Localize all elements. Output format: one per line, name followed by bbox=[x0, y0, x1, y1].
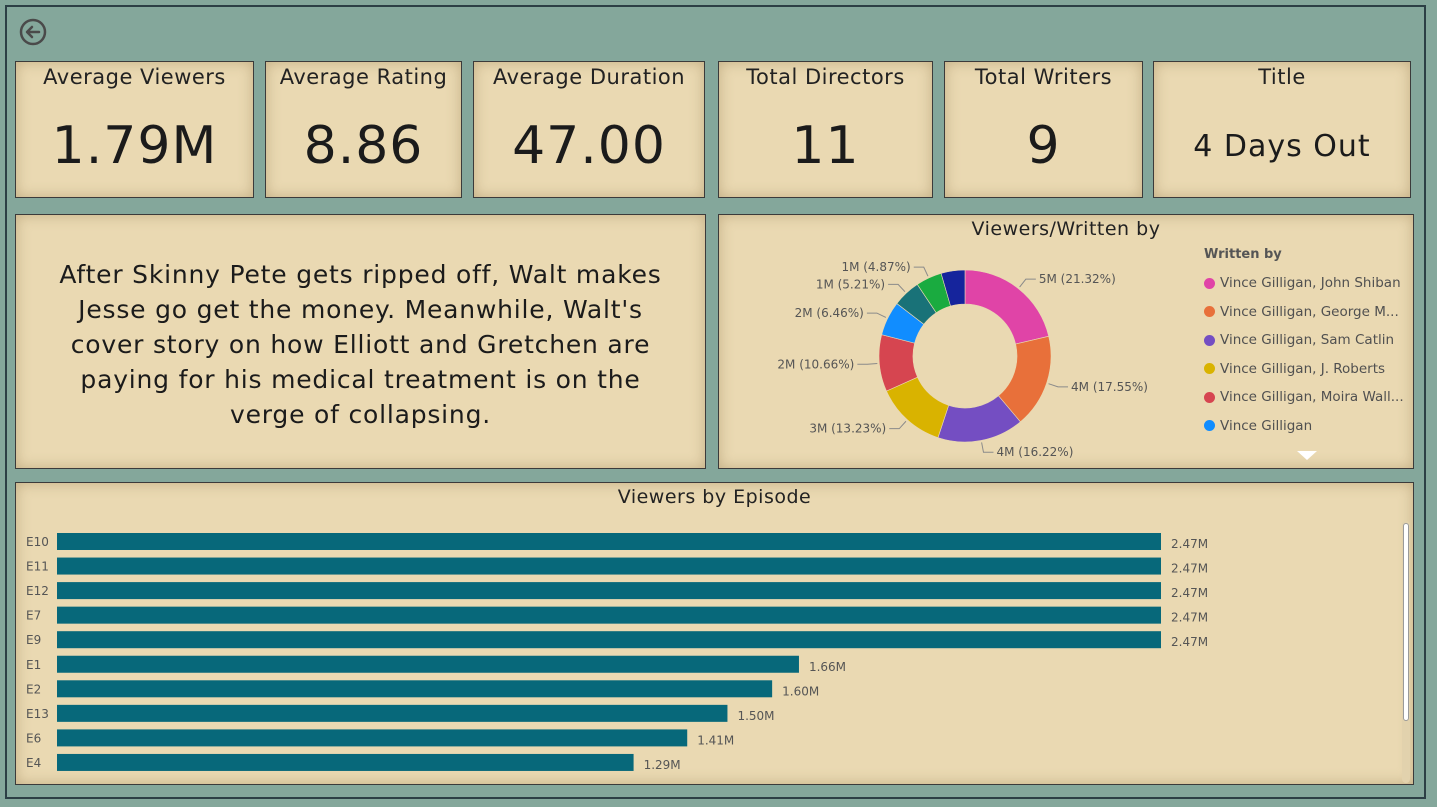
kpi-label: Total Directors bbox=[746, 65, 905, 89]
legend-dot bbox=[1204, 363, 1215, 375]
back-arrow-icon[interactable] bbox=[18, 17, 48, 47]
bar-data-label: 2.47M bbox=[1171, 635, 1208, 649]
kpi-card-average-rating[interactable]: Average Rating 8.86 bbox=[265, 61, 462, 198]
kpi-card-average-viewers[interactable]: Average Viewers 1.79M bbox=[15, 61, 254, 198]
donut-leader-line bbox=[981, 442, 994, 453]
donut-data-label: 1M (4.87%) bbox=[841, 260, 910, 274]
legend-scroll-down-icon[interactable] bbox=[1297, 451, 1317, 460]
report-frame bbox=[5, 5, 1426, 799]
bar-chart-card[interactable]: Viewers by Episode E10 2.47M E11 2.47M E12 2.… bbox=[15, 482, 1414, 785]
kpi-value: 1.79M bbox=[51, 116, 218, 176]
bar-category-label: E13 bbox=[26, 707, 49, 721]
donut-data-label: 5M (21.32%) bbox=[1039, 272, 1116, 286]
kpi-value: 8.86 bbox=[303, 116, 424, 176]
donut-data-label: 3M (13.23%) bbox=[809, 422, 886, 436]
bar-category-label: E11 bbox=[26, 560, 49, 574]
bar-chart-scrollbar[interactable] bbox=[1402, 521, 1410, 783]
donut-leader-line bbox=[888, 283, 906, 293]
donut-slice-8[interactable] bbox=[940, 269, 966, 307]
legend-item-5[interactable]: Vince Gilligan bbox=[1204, 412, 1409, 441]
kpi-card-total-directors[interactable]: Total Directors 11 bbox=[718, 61, 933, 198]
bar-data-label: 2.47M bbox=[1171, 537, 1208, 551]
legend-label: Vince Gilligan, George M... bbox=[1220, 303, 1399, 320]
bar-chart[interactable]: E10 2.47M E11 2.47M E12 2.47M E7 2.47M E9 2.47M E1… bbox=[16, 483, 1396, 783]
donut-leader-line bbox=[866, 312, 887, 318]
kpi-label: Average Viewers bbox=[43, 65, 226, 89]
donut-legend: Written by Vince Gilligan, John Shiban V… bbox=[1204, 247, 1409, 440]
episode-description: After Skinny Pete gets ripped off, Walt … bbox=[59, 260, 662, 429]
donut-data-label: 2M (6.46%) bbox=[795, 306, 864, 320]
legend-item-3[interactable]: Vince Gilligan, J. Roberts bbox=[1204, 355, 1409, 384]
bar-E11[interactable] bbox=[57, 557, 1161, 575]
legend-dot bbox=[1204, 420, 1215, 432]
kpi-card-average-duration[interactable]: Average Duration 47.00 bbox=[473, 61, 705, 198]
bar-data-label: 2.47M bbox=[1171, 562, 1208, 576]
donut-chart-title: Viewers/Written by bbox=[971, 218, 1161, 240]
kpi-value: 47.00 bbox=[512, 116, 666, 176]
donut-data-label: 4M (17.55%) bbox=[1071, 380, 1148, 394]
bar-category-label: E12 bbox=[26, 584, 49, 598]
bar-E6[interactable] bbox=[57, 729, 688, 747]
bar-E13[interactable] bbox=[57, 704, 728, 722]
donut-data-label: 4M (16.22%) bbox=[996, 445, 1073, 459]
donut-chart-card[interactable]: Viewers/Written by 5M (21.32%) 4M (17.55%… bbox=[718, 214, 1414, 469]
bar-category-label: E2 bbox=[26, 682, 41, 696]
donut-data-label: 2M (10.66%) bbox=[777, 357, 854, 371]
legend-dot bbox=[1204, 277, 1215, 289]
kpi-value: 11 bbox=[791, 116, 860, 176]
legend-label: Vince Gilligan, John Shiban bbox=[1220, 275, 1401, 292]
bar-category-label: E6 bbox=[26, 731, 41, 745]
legend-dot bbox=[1204, 306, 1215, 318]
kpi-value: 4 Days Out bbox=[1193, 129, 1371, 164]
legend-item-4[interactable]: Vince Gilligan, Moira Wall... bbox=[1204, 383, 1409, 412]
kpi-card-title[interactable]: Title 4 Days Out bbox=[1153, 61, 1411, 198]
kpi-label: Average Duration bbox=[492, 65, 686, 89]
legend-label: Vince Gilligan, Sam Catlin bbox=[1220, 332, 1395, 349]
bar-data-label: 1.50M bbox=[737, 709, 774, 723]
donut-leader-line bbox=[1048, 383, 1069, 388]
bar-category-label: E9 bbox=[26, 633, 41, 647]
bar-E9[interactable] bbox=[57, 631, 1161, 649]
legend-item-1[interactable]: Vince Gilligan, George M... bbox=[1204, 298, 1409, 327]
bar-data-label: 1.29M bbox=[644, 758, 681, 772]
bar-E4[interactable] bbox=[57, 753, 634, 771]
scrollbar-thumb[interactable] bbox=[1403, 523, 1409, 721]
donut-chart[interactable]: 5M (21.32%) 4M (17.55%) 4M (16.22%) 3M (13.… bbox=[719, 215, 1199, 470]
legend-dot bbox=[1204, 334, 1215, 346]
episode-description-card[interactable]: After Skinny Pete gets ripped off, Walt … bbox=[15, 214, 706, 469]
legend-title: Written by bbox=[1204, 247, 1282, 262]
bar-category-label: E4 bbox=[26, 756, 41, 770]
bar-category-label: E10 bbox=[26, 535, 49, 549]
bar-chart-title: Viewers by Episode bbox=[617, 486, 812, 508]
bar-E7[interactable] bbox=[57, 606, 1161, 624]
bar-category-label: E7 bbox=[26, 609, 41, 623]
kpi-card-total-writers[interactable]: Total Writers 9 bbox=[944, 61, 1143, 198]
bar-category-label: E1 bbox=[26, 658, 41, 672]
legend-item-0[interactable]: Vince Gilligan, John Shiban bbox=[1204, 269, 1409, 298]
legend-label: Vince Gilligan, J. Roberts bbox=[1220, 360, 1386, 377]
bar-data-label: 1.41M bbox=[697, 733, 734, 747]
bar-data-label: 2.47M bbox=[1171, 611, 1208, 625]
bar-data-label: 2.47M bbox=[1171, 586, 1208, 600]
donut-slice-0[interactable] bbox=[964, 269, 1050, 345]
bar-data-label: 1.60M bbox=[782, 684, 819, 698]
kpi-label: Average Rating bbox=[279, 65, 448, 89]
legend-label: Vince Gilligan, Moira Wall... bbox=[1220, 389, 1404, 406]
donut-data-label: 1M (5.21%) bbox=[816, 277, 885, 291]
donut-leader-line bbox=[1019, 278, 1036, 288]
bar-data-label: 1.66M bbox=[809, 660, 846, 674]
bar-E2[interactable] bbox=[57, 680, 773, 698]
donut-leader-line bbox=[857, 362, 878, 365]
kpi-label: Total Writers bbox=[974, 65, 1113, 89]
kpi-value: 9 bbox=[1026, 116, 1061, 176]
bar-E10[interactable] bbox=[57, 533, 1161, 550]
legend-dot bbox=[1204, 391, 1215, 403]
donut-leader-line bbox=[913, 266, 929, 277]
bar-E12[interactable] bbox=[57, 582, 1161, 600]
donut-leader-line bbox=[889, 420, 907, 430]
kpi-label: Title bbox=[1258, 65, 1306, 89]
legend-label: Vince Gilligan bbox=[1220, 417, 1313, 434]
bar-E1[interactable] bbox=[57, 655, 799, 673]
legend-item-2[interactable]: Vince Gilligan, Sam Catlin bbox=[1204, 326, 1409, 355]
